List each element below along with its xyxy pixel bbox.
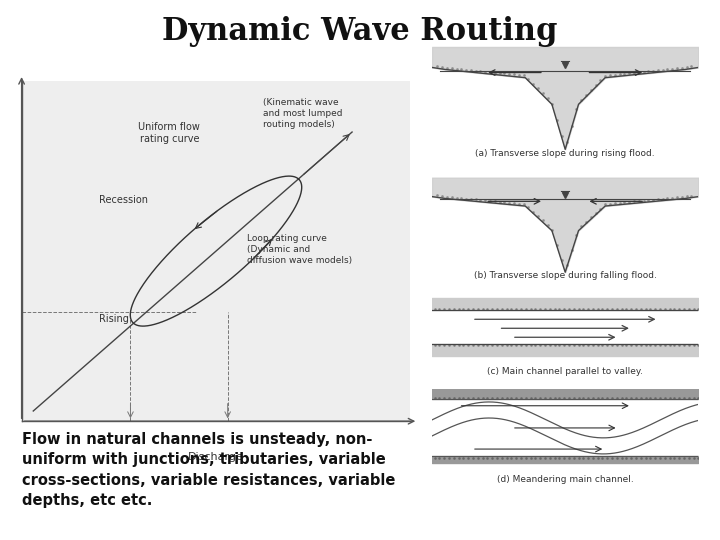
Text: Flow in natural channels is unsteady, non-
uniform with junctions, tributaries, : Flow in natural channels is unsteady, no… [22, 432, 395, 508]
Text: (b) Transverse slope during falling flood.: (b) Transverse slope during falling floo… [474, 271, 657, 280]
Text: Uniform flow
rating curve: Uniform flow rating curve [138, 122, 200, 144]
Text: Dynamic Wave Routing: Dynamic Wave Routing [162, 16, 558, 47]
Text: (d) Meandering main channel.: (d) Meandering main channel. [497, 475, 634, 484]
Text: Loop rating curve
(Dynamic and
diffusion wave models): Loop rating curve (Dynamic and diffusion… [247, 234, 352, 265]
Text: Discharge: Discharge [188, 452, 244, 462]
Text: Recession: Recession [99, 195, 148, 205]
Text: (c) Main channel parallel to valley.: (c) Main channel parallel to valley. [487, 367, 643, 376]
Text: (a) Transverse slope during rising flood.: (a) Transverse slope during rising flood… [475, 148, 655, 158]
Text: Rising: Rising [99, 314, 129, 324]
Text: (Kinematic wave
and most lumped
routing models): (Kinematic wave and most lumped routing … [263, 98, 342, 129]
